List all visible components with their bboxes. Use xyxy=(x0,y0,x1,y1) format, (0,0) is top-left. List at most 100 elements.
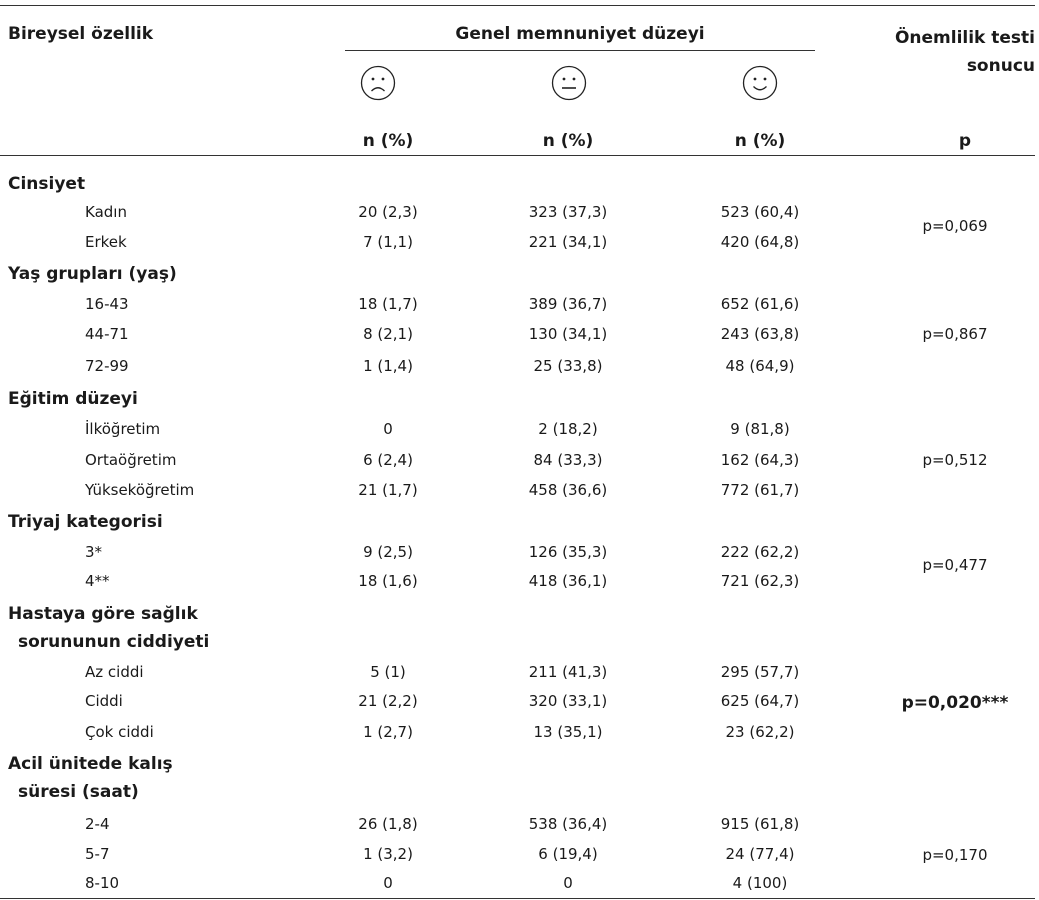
table-row: 5-7 1 (3,2) 6 (19,4) 24 (77,4) xyxy=(0,840,1039,868)
row-label: Az ciddi xyxy=(85,663,144,681)
cell-dissatisfied: 21 (2,2) xyxy=(358,692,418,710)
cell-neutral: 25 (33,8) xyxy=(533,357,603,375)
group-header-rule xyxy=(345,50,815,51)
cell-neutral: 320 (33,1) xyxy=(528,692,608,710)
cell-dissatisfied: 1 (3,2) xyxy=(363,845,413,863)
cell-dissatisfied: 0 xyxy=(383,874,393,892)
significance-line1: Önemlilik testi xyxy=(894,28,1035,48)
table-row: Ortaöğretim 6 (2,4) 84 (33,3) 162 (64,3) xyxy=(0,446,1039,474)
cell-dissatisfied: 0 xyxy=(383,420,393,438)
row-label: Yükseköğretim xyxy=(85,481,195,499)
row-label: Ortaöğretim xyxy=(85,451,177,469)
table-row: İlköğretim 0 2 (18,2) 9 (81,8) xyxy=(0,415,1039,443)
cell-satisfied: 420 (64,8) xyxy=(720,233,800,251)
cell-satisfied: 772 (61,7) xyxy=(720,481,800,499)
section-title: Yaş grupları (yaş) xyxy=(8,264,177,284)
section-title-line2: süresi (saat) xyxy=(18,782,139,802)
significance-line2: sonucu xyxy=(966,56,1035,76)
table-row: Çok ciddi 1 (2,7) 13 (35,1) 23 (62,2) xyxy=(0,718,1039,746)
row-label: Çok ciddi xyxy=(85,723,154,741)
section-row: Hastaya göre sağlık sorununun ciddiyeti xyxy=(0,600,1039,656)
section-title: Eğitim düzeyi xyxy=(8,389,138,409)
cell-dissatisfied: 21 (1,7) xyxy=(358,481,418,499)
cell-neutral: 211 (41,3) xyxy=(528,663,608,681)
happy-face-icon xyxy=(742,65,778,101)
p-value: p=0,170 xyxy=(922,846,988,864)
row-label: Kadın xyxy=(85,203,127,221)
p-value: p=0,477 xyxy=(922,556,988,574)
section-row: Triyaj kategorisi xyxy=(0,508,1039,536)
row-label: 2-4 xyxy=(85,815,110,833)
cell-satisfied: 523 (60,4) xyxy=(720,203,800,221)
section-title: Hastaya göre sağlık sorununun ciddiyeti xyxy=(8,600,209,656)
cell-neutral: 418 (36,1) xyxy=(528,572,608,590)
table-row: 44-71 8 (2,1) 130 (34,1) 243 (63,8) xyxy=(0,320,1039,348)
table-row: Erkek 7 (1,1) 221 (34,1) 420 (64,8) xyxy=(0,228,1039,256)
section-title: Triyaj kategorisi xyxy=(8,512,163,532)
section-row: Eğitim düzeyi xyxy=(0,385,1039,413)
cell-satisfied: 652 (61,6) xyxy=(720,295,800,313)
table-row: 2-4 26 (1,8) 538 (36,4) 915 (61,8) xyxy=(0,810,1039,838)
sad-face-icon xyxy=(360,65,396,101)
n-percent-label-2: n (%) xyxy=(542,131,594,151)
cell-neutral: 458 (36,6) xyxy=(528,481,608,499)
neutral-face-icon xyxy=(551,65,587,101)
cell-dissatisfied: 20 (2,3) xyxy=(358,203,418,221)
cell-satisfied: 295 (57,7) xyxy=(720,663,800,681)
column-header-satisfaction: Genel memnuniyet düzeyi xyxy=(455,24,705,44)
cell-dissatisfied: 5 (1) xyxy=(370,663,406,681)
cell-dissatisfied: 1 (2,7) xyxy=(363,723,413,741)
row-label: İlköğretim xyxy=(85,420,161,438)
cell-dissatisfied: 26 (1,8) xyxy=(358,815,418,833)
p-value-significant: p=0,020*** xyxy=(901,693,1009,713)
table-row: Kadın 20 (2,3) 323 (37,3) 523 (60,4) xyxy=(0,198,1039,226)
table-row: Ciddi 21 (2,2) 320 (33,1) 625 (64,7) xyxy=(0,687,1039,715)
section-title-line1: Acil ünitede kalış xyxy=(8,754,173,774)
table-row: 72-99 1 (1,4) 25 (33,8) 48 (64,9) xyxy=(0,352,1039,380)
row-label: Erkek xyxy=(85,233,127,251)
p-value: p=0,512 xyxy=(922,451,988,469)
cell-satisfied: 162 (64,3) xyxy=(720,451,800,469)
column-header-significance: Önemlilik testi sonucu xyxy=(850,24,1035,80)
n-percent-label-1: n (%) xyxy=(362,131,414,151)
table-row: 4** 18 (1,6) 418 (36,1) 721 (62,3) xyxy=(0,567,1039,595)
p-value: p=0,069 xyxy=(922,217,988,235)
cell-dissatisfied: 6 (2,4) xyxy=(363,451,413,469)
cell-neutral: 389 (36,7) xyxy=(528,295,608,313)
cell-neutral: 84 (33,3) xyxy=(533,451,603,469)
top-rule xyxy=(0,5,1035,6)
row-label: 5-7 xyxy=(85,845,110,863)
cell-satisfied: 48 (64,9) xyxy=(725,357,795,375)
cell-neutral: 221 (34,1) xyxy=(528,233,608,251)
cell-neutral: 2 (18,2) xyxy=(538,420,598,438)
row-label: 3* xyxy=(85,543,103,561)
cell-dissatisfied: 9 (2,5) xyxy=(363,543,413,561)
table-row: 3* 9 (2,5) 126 (35,3) 222 (62,2) xyxy=(0,538,1039,566)
cell-satisfied: 915 (61,8) xyxy=(720,815,800,833)
section-title-line1: Hastaya göre sağlık xyxy=(8,604,198,624)
cell-neutral: 13 (35,1) xyxy=(533,723,603,741)
section-row: Yaş grupları (yaş) xyxy=(0,260,1039,288)
row-label: 72-99 xyxy=(85,357,129,375)
header-bottom-rule xyxy=(0,155,1035,156)
section-row: Acil ünitede kalış süresi (saat) xyxy=(0,750,1039,806)
cell-dissatisfied: 18 (1,6) xyxy=(358,572,418,590)
cell-neutral: 130 (34,1) xyxy=(528,325,608,343)
section-row: Cinsiyet xyxy=(0,170,1039,198)
cell-satisfied: 222 (62,2) xyxy=(720,543,800,561)
row-label: Ciddi xyxy=(85,692,123,710)
section-title: Cinsiyet xyxy=(8,174,86,194)
p-label: p xyxy=(958,131,972,151)
p-value: p=0,867 xyxy=(922,325,988,343)
table-row: 16-43 18 (1,7) 389 (36,7) 652 (61,6) xyxy=(0,290,1039,318)
section-title-line2: sorununun ciddiyeti xyxy=(18,632,210,652)
row-label: 44-71 xyxy=(85,325,129,343)
bottom-rule xyxy=(0,898,1035,899)
cell-satisfied: 721 (62,3) xyxy=(720,572,800,590)
section-title: Acil ünitede kalış süresi (saat) xyxy=(8,750,173,806)
row-label: 16-43 xyxy=(85,295,129,313)
cell-dissatisfied: 1 (1,4) xyxy=(363,357,413,375)
cell-neutral: 126 (35,3) xyxy=(528,543,608,561)
cell-dissatisfied: 7 (1,1) xyxy=(363,233,413,251)
cell-satisfied: 23 (62,2) xyxy=(725,723,795,741)
